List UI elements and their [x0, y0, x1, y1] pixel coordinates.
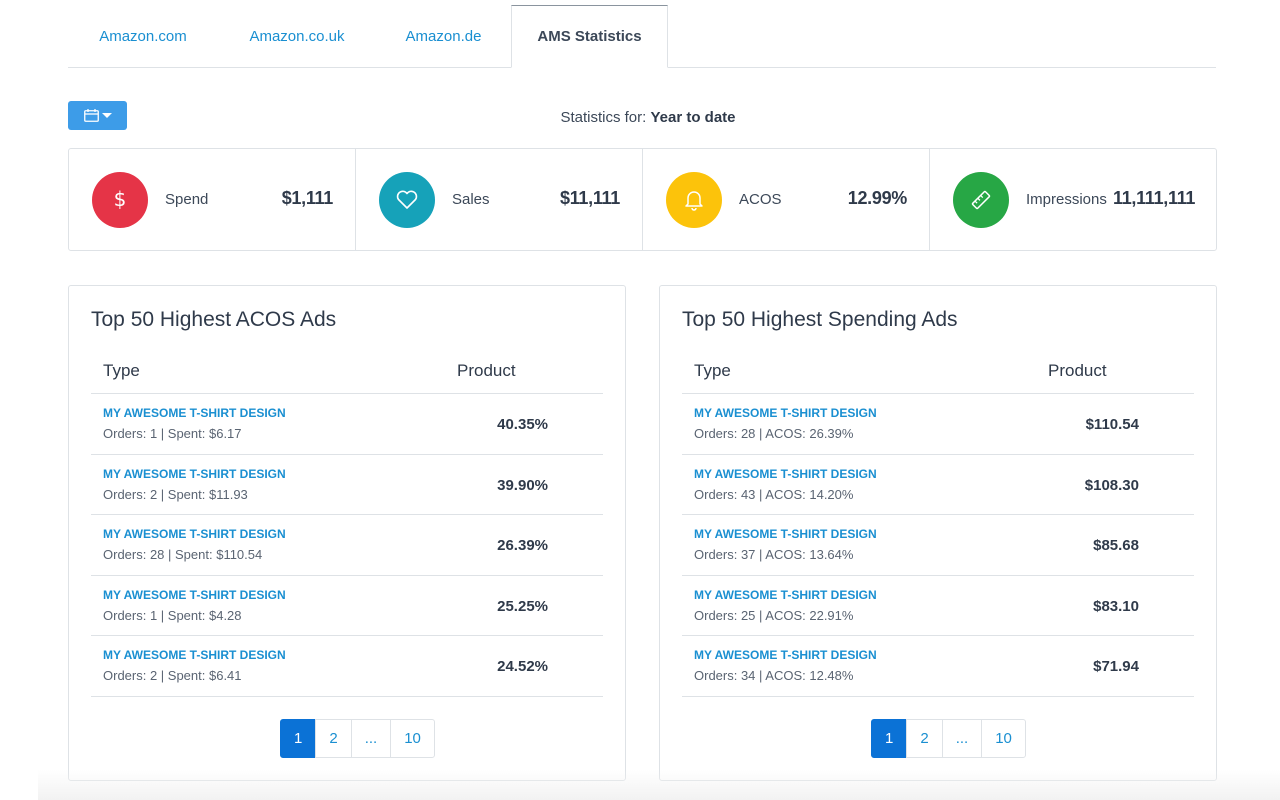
- ad-meta: Orders: 25 | ACOS: 22.91%: [694, 607, 854, 623]
- ad-name-link[interactable]: MY AWESOME T-SHIRT DESIGN: [694, 587, 877, 602]
- column-header-type: Type: [694, 361, 731, 380]
- page-ellipsis[interactable]: ...: [350, 719, 392, 758]
- stat-value: $11,111: [560, 188, 620, 208]
- marketplace-tabs: Amazon.com Amazon.co.uk Amazon.de AMS St…: [68, 5, 1216, 68]
- ad-meta: Orders: 2 | Spent: $11.93: [103, 486, 248, 502]
- ad-meta: Orders: 28 | ACOS: 26.39%: [694, 426, 854, 441]
- table-row: MY AWESOME T-SHIRT DESIGN Orders: 1 | Sp…: [91, 394, 603, 455]
- top-acos-ads-card: Top 50 Highest ACOS Ads Type Product MY …: [68, 285, 626, 781]
- bell-icon: [666, 172, 722, 228]
- table-body: MY AWESOME T-SHIRT DESIGN Orders: 1 | Sp…: [91, 394, 603, 697]
- table-header: Type Product: [682, 348, 1194, 394]
- ad-name-link[interactable]: MY AWESOME T-SHIRT DESIGN: [103, 466, 286, 481]
- ad-name-link[interactable]: MY AWESOME T-SHIRT DESIGN: [103, 406, 286, 420]
- bottom-fade: [38, 770, 1280, 800]
- tab-amazon-com[interactable]: Amazon.com: [99, 28, 187, 45]
- stat-value: $1,111: [281, 188, 334, 208]
- stat-label: Impressions: [1026, 191, 1107, 208]
- dollar-icon: $: [92, 172, 148, 228]
- ad-meta: Orders: 1 | Spent: $6.17: [103, 426, 242, 441]
- stats-summary: $ Spend $1,111 Sales $11,111 ACOS 12.99%…: [68, 148, 1217, 251]
- heart-icon: [379, 172, 435, 228]
- stat-spend: $ Spend $1,111: [69, 149, 356, 250]
- stat-acos: ACOS 12.99%: [643, 149, 930, 250]
- pagination: 1 2 ... 10: [280, 719, 435, 758]
- tab-ams-statistics[interactable]: AMS Statistics: [511, 5, 668, 68]
- ad-value: 39.90%: [497, 476, 548, 494]
- ad-value: 40.35%: [497, 416, 548, 433]
- page-ellipsis[interactable]: ...: [941, 719, 983, 758]
- page-1-button[interactable]: 1: [280, 719, 317, 758]
- ad-value: $85.68: [1093, 537, 1139, 554]
- tab-amazon-co-uk[interactable]: Amazon.co.uk: [249, 28, 345, 45]
- stat-impressions: Impressions 11,111,111: [930, 149, 1216, 250]
- table-row: MY AWESOME T-SHIRT DESIGN Orders: 34 | A…: [682, 636, 1194, 697]
- table-row: MY AWESOME T-SHIRT DESIGN Orders: 2 | Sp…: [91, 636, 603, 697]
- column-header-type: Type: [103, 361, 140, 380]
- ad-name-link[interactable]: MY AWESOME T-SHIRT DESIGN: [694, 527, 877, 541]
- ad-value: $108.30: [1084, 476, 1139, 494]
- ad-meta: Orders: 28 | Spent: $110.54: [103, 547, 263, 562]
- ad-name-link[interactable]: MY AWESOME T-SHIRT DESIGN: [103, 648, 286, 662]
- ruler-icon: [953, 172, 1009, 228]
- table-row: MY AWESOME T-SHIRT DESIGN Orders: 28 | A…: [682, 394, 1194, 455]
- ad-value: $83.10: [1093, 597, 1139, 615]
- page-2-button[interactable]: 2: [906, 719, 943, 758]
- stat-sales: Sales $11,111: [356, 149, 643, 250]
- ad-meta: Orders: 34 | ACOS: 12.48%: [694, 668, 854, 683]
- tab-amazon-de[interactable]: Amazon.de: [405, 28, 482, 45]
- ad-value: 24.52%: [497, 658, 548, 675]
- page-10-button[interactable]: 10: [981, 719, 1026, 758]
- date-range-button[interactable]: [68, 101, 127, 130]
- ad-value: 26.39%: [497, 537, 548, 554]
- table-row: MY AWESOME T-SHIRT DESIGN Orders: 25 | A…: [682, 576, 1194, 636]
- ad-name-link[interactable]: MY AWESOME T-SHIRT DESIGN: [103, 527, 286, 541]
- page-2-button[interactable]: 2: [315, 719, 352, 758]
- pagination: 1 2 ... 10: [871, 719, 1026, 758]
- stat-value: 12.99%: [847, 188, 908, 208]
- card-title: Top 50 Highest ACOS Ads: [91, 308, 337, 331]
- ad-name-link[interactable]: MY AWESOME T-SHIRT DESIGN: [694, 406, 877, 420]
- chevron-down-icon: [101, 113, 112, 118]
- stat-label: ACOS: [739, 191, 782, 208]
- table-row: MY AWESOME T-SHIRT DESIGN Orders: 2 | Sp…: [91, 455, 603, 515]
- calendar-icon: [83, 109, 99, 122]
- ad-value: $110.54: [1085, 416, 1139, 433]
- ad-meta: Orders: 37 | ACOS: 13.64%: [694, 547, 854, 562]
- ad-value: 25.25%: [497, 597, 548, 615]
- ad-value: $71.94: [1093, 658, 1139, 675]
- table-row: MY AWESOME T-SHIRT DESIGN Orders: 28 | S…: [91, 515, 603, 576]
- page-10-button[interactable]: 10: [390, 719, 435, 758]
- page-1-button[interactable]: 1: [871, 719, 908, 758]
- statistics-range: Year to date: [650, 109, 736, 126]
- table-row: MY AWESOME T-SHIRT DESIGN Orders: 37 | A…: [682, 515, 1194, 576]
- stat-value: 11,111,111: [1113, 188, 1196, 208]
- ad-meta: Orders: 1 | Spent: $4.28: [103, 607, 242, 623]
- top-spending-ads-card: Top 50 Highest Spending Ads Type Product…: [659, 285, 1217, 781]
- table-header: Type Product: [91, 348, 603, 394]
- table-row: MY AWESOME T-SHIRT DESIGN Orders: 1 | Sp…: [91, 576, 603, 636]
- stat-label: Spend: [165, 191, 209, 208]
- table-body: MY AWESOME T-SHIRT DESIGN Orders: 28 | A…: [682, 394, 1194, 697]
- statistics-heading: Statistics for: Year to date: [0, 109, 1280, 126]
- column-header-product: Product: [457, 361, 516, 380]
- ad-meta: Orders: 43 | ACOS: 14.20%: [694, 486, 854, 502]
- table-row: MY AWESOME T-SHIRT DESIGN Orders: 43 | A…: [682, 455, 1194, 515]
- card-title: Top 50 Highest Spending Ads: [682, 308, 958, 331]
- ad-name-link[interactable]: MY AWESOME T-SHIRT DESIGN: [103, 587, 286, 602]
- ad-name-link[interactable]: MY AWESOME T-SHIRT DESIGN: [694, 648, 877, 662]
- svg-text:$: $: [114, 188, 127, 211]
- stat-label: Sales: [452, 191, 490, 208]
- statistics-prefix: Statistics for:: [560, 109, 647, 126]
- ad-meta: Orders: 2 | Spent: $6.41: [103, 668, 242, 683]
- column-header-product: Product: [1048, 361, 1107, 380]
- ad-name-link[interactable]: MY AWESOME T-SHIRT DESIGN: [694, 466, 877, 481]
